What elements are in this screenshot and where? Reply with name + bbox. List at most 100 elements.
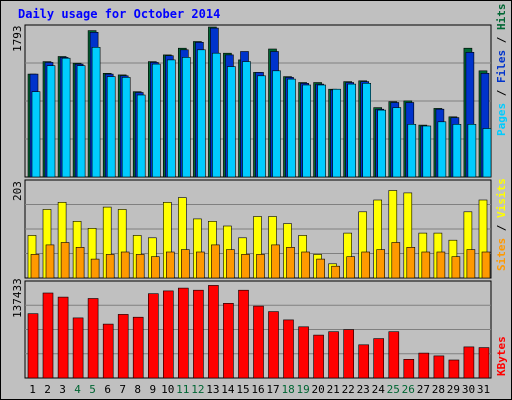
bar-kbytes-day-4 xyxy=(72,317,84,379)
bar-sites-day-3 xyxy=(60,242,70,279)
bar-pages-day-1 xyxy=(31,91,41,178)
bar-pages-day-26 xyxy=(407,124,417,178)
day-label-8: 8 xyxy=(134,383,141,396)
bar-pages-day-19 xyxy=(302,84,311,178)
day-label-2: 2 xyxy=(44,383,51,396)
legend-pages: Pages xyxy=(495,103,508,136)
bar-pages-day-4 xyxy=(76,65,86,178)
bar-sites-day-22 xyxy=(346,256,356,279)
bar-pages-day-24 xyxy=(377,109,387,178)
bar-sites-day-28 xyxy=(436,251,446,279)
bar-pages-day-3 xyxy=(61,57,71,178)
bar-kbytes-day-25 xyxy=(388,331,400,379)
bar-sites-day-26 xyxy=(406,247,416,279)
bar-kbytes-day-23 xyxy=(358,344,370,379)
day-label-9: 9 xyxy=(149,383,156,396)
bar-sites-day-25 xyxy=(391,242,401,279)
bar-sites-day-23 xyxy=(361,251,371,279)
legend-kbytes: KBytes xyxy=(495,336,508,376)
bar-kbytes-day-13 xyxy=(208,285,219,379)
bar-pages-day-18 xyxy=(287,78,296,178)
bar-pages-day-12 xyxy=(197,49,206,178)
day-label-7: 7 xyxy=(119,383,126,396)
bar-kbytes-day-12 xyxy=(193,289,204,379)
bar-pages-day-13 xyxy=(212,52,221,178)
day-label-15: 15 xyxy=(236,383,249,396)
bar-kbytes-day-1 xyxy=(27,313,39,379)
bar-kbytes-day-31 xyxy=(478,347,490,379)
legend-visits: Visits xyxy=(495,178,508,218)
hits-files-pages-panel xyxy=(24,24,492,178)
bar-sites-day-8 xyxy=(135,254,145,279)
svg-text:KBytes: KBytes xyxy=(495,336,508,376)
bar-pages-day-2 xyxy=(46,65,56,178)
bar-pages-day-29 xyxy=(452,124,462,178)
bar-sites-day-10 xyxy=(166,251,175,279)
bar-pages-day-27 xyxy=(422,125,432,178)
bar-sites-day-13 xyxy=(211,244,220,279)
day-label-21: 21 xyxy=(327,383,340,396)
bar-pages-day-31 xyxy=(482,128,492,178)
bar-kbytes-day-5 xyxy=(87,298,99,379)
hits-max-label: 1793 xyxy=(11,26,24,53)
bar-sites-day-15 xyxy=(241,254,250,279)
bar-pages-day-23 xyxy=(362,83,372,178)
day-label-13: 13 xyxy=(206,383,219,396)
bar-pages-day-20 xyxy=(317,84,326,178)
bar-kbytes-day-18 xyxy=(283,319,294,379)
day-label-26: 26 xyxy=(402,383,415,396)
bar-pages-day-5 xyxy=(91,46,101,178)
bar-kbytes-day-3 xyxy=(57,296,69,379)
svg-text:Sites / Visits: Sites / Visits xyxy=(495,178,508,271)
bar-pages-day-9 xyxy=(152,63,161,178)
day-label-22: 22 xyxy=(342,383,355,396)
day-label-17: 17 xyxy=(266,383,279,396)
bar-sites-day-16 xyxy=(256,254,265,279)
day-label-6: 6 xyxy=(104,383,111,396)
day-label-14: 14 xyxy=(221,383,235,396)
legend-hits: Hits xyxy=(495,4,508,31)
day-label-18: 18 xyxy=(281,383,294,396)
visits-max-label: 203 xyxy=(11,181,24,201)
kbytes-panel xyxy=(24,280,492,379)
bar-kbytes-day-6 xyxy=(102,323,114,379)
day-axis-labels: 1 2 3 4 5 6 7 8 9 10 11 12 13 14 15 16 17 18 19 20 21 22 23 24 2… xyxy=(29,383,490,396)
bar-sites-day-4 xyxy=(75,247,85,279)
bar-pages-day-28 xyxy=(437,121,447,178)
bar-pages-day-22 xyxy=(347,83,357,178)
bar-pages-day-14 xyxy=(227,66,236,178)
legend-sites-visits: Sites / Visits xyxy=(495,178,508,271)
bar-kbytes-day-15 xyxy=(238,289,249,379)
visits-sites-panel xyxy=(24,179,492,279)
bar-sites-day-24 xyxy=(376,249,386,279)
bar-sites-day-21 xyxy=(331,265,340,279)
day-label-10: 10 xyxy=(161,383,174,396)
bar-kbytes-day-14 xyxy=(223,302,234,379)
bar-kbytes-day-17 xyxy=(268,311,279,379)
day-label-30: 30 xyxy=(462,383,475,396)
bar-kbytes-day-21 xyxy=(328,331,339,379)
bar-pages-day-17 xyxy=(272,70,281,178)
bar-kbytes-day-20 xyxy=(313,334,324,379)
day-label-1: 1 xyxy=(29,383,36,396)
bar-sites-day-6 xyxy=(105,254,115,279)
bar-kbytes-day-24 xyxy=(373,338,385,379)
bar-kbytes-day-27 xyxy=(418,352,430,379)
bar-pages-day-6 xyxy=(106,76,116,178)
bar-pages-day-25 xyxy=(392,107,402,178)
legend-sites: Sites xyxy=(495,238,508,271)
bar-kbytes-day-29 xyxy=(448,359,460,379)
bar-pages-day-8 xyxy=(136,94,146,178)
day-label-28: 28 xyxy=(432,383,445,396)
bar-sites-day-14 xyxy=(226,249,235,279)
bar-kbytes-day-2 xyxy=(42,292,54,379)
bar-sites-day-19 xyxy=(301,251,310,279)
bar-sites-day-31 xyxy=(481,251,491,279)
bar-kbytes-day-8 xyxy=(132,316,144,379)
bar-pages-day-21 xyxy=(332,88,341,178)
bar-kbytes-day-26 xyxy=(403,358,415,379)
bar-pages-day-11 xyxy=(182,57,191,178)
day-label-20: 20 xyxy=(311,383,324,396)
bar-sites-day-2 xyxy=(45,244,55,279)
